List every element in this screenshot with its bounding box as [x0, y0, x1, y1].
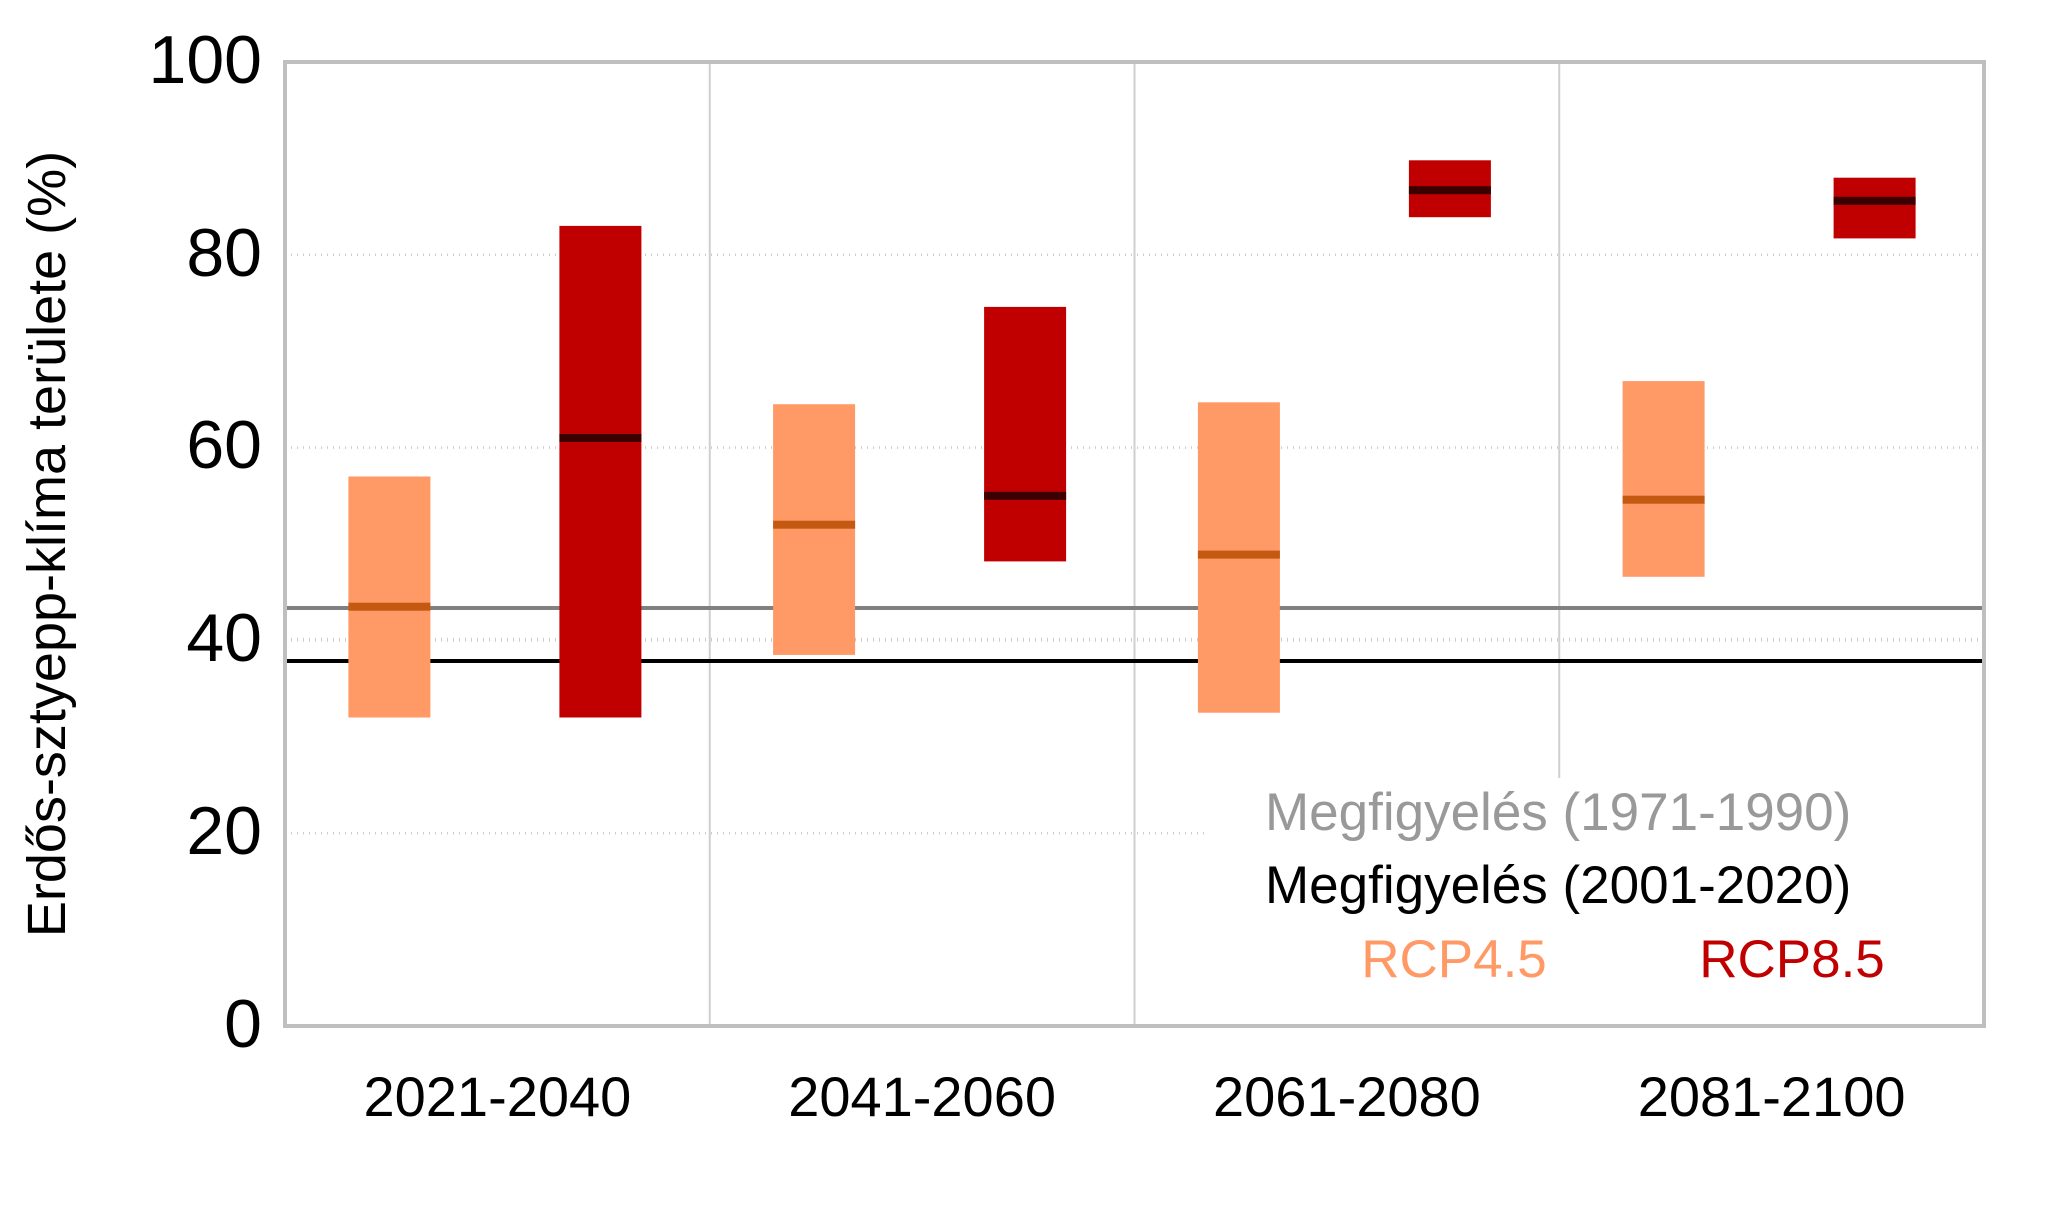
- svg-text:40: 40: [186, 600, 262, 676]
- svg-text:Megfigyelés (1971-1990): Megfigyelés (1971-1990): [1265, 783, 1851, 842]
- svg-text:Megfigyelés (2001-2020): Megfigyelés (2001-2020): [1265, 856, 1851, 915]
- svg-text:60: 60: [186, 407, 262, 483]
- svg-text:RCP8.5: RCP8.5: [1699, 930, 1885, 989]
- svg-text:2041-2060: 2041-2060: [788, 1065, 1056, 1128]
- svg-text:80: 80: [186, 215, 262, 291]
- svg-text:2081-2100: 2081-2100: [1638, 1065, 1906, 1128]
- svg-text:2061-2080: 2061-2080: [1213, 1065, 1481, 1128]
- svg-text:20: 20: [186, 793, 262, 869]
- svg-text:RCP4.5: RCP4.5: [1361, 930, 1547, 989]
- svg-text:Erdős-sztyepp-klíma területe (: Erdős-sztyepp-klíma területe (%): [17, 151, 77, 937]
- svg-text:100: 100: [149, 22, 262, 98]
- svg-text:2021-2040: 2021-2040: [363, 1065, 631, 1128]
- svg-text:0: 0: [224, 986, 262, 1062]
